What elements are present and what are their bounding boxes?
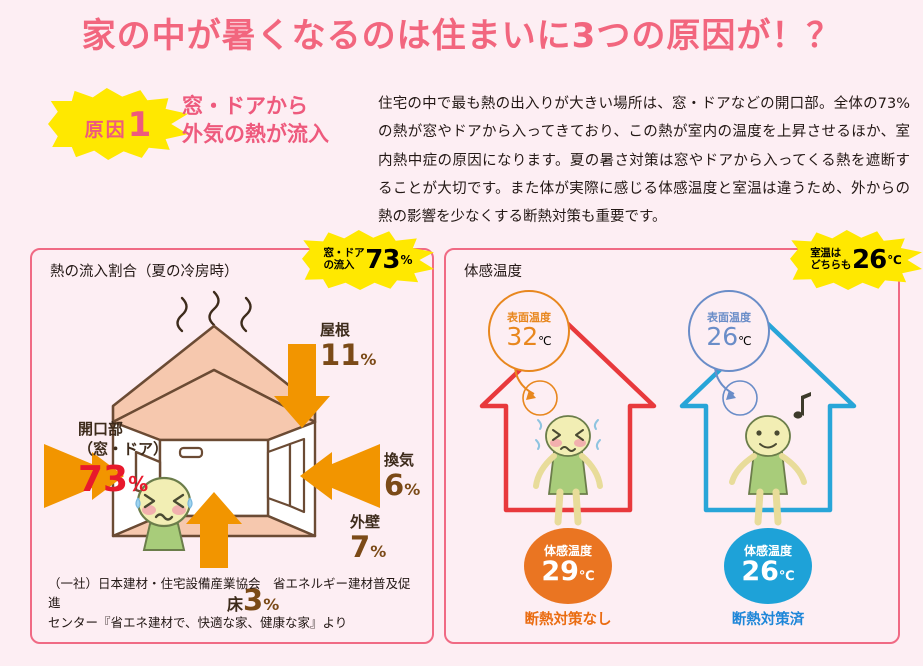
perceived-temp-badge-insulated: 体感温度 26℃ (724, 528, 812, 604)
burst-b-line1: 室温は (810, 247, 841, 260)
cause-subtitle: 窓・ドアから 外気の熱が流入 (182, 92, 382, 149)
page-title: 家の中が暑くなるのは住まいに3つの原因が！？ (81, 16, 842, 56)
surface-temp-bubble-insulated: 表面温度 26℃ (688, 290, 770, 372)
surface-temp-unit: ℃ (538, 333, 552, 348)
crying-child-figure (135, 476, 193, 551)
label-exterior-wall-value: 7 (350, 530, 371, 565)
burst-a-line2: の流入 (323, 259, 355, 271)
caption-insulated: 断熱対策済 (731, 612, 805, 628)
arrow-floor-up-icon (186, 492, 242, 568)
burst-b-unit: ℃ (887, 253, 902, 267)
label-exterior-wall: 外壁 7% (350, 513, 387, 565)
cause-badge-word: 原因 (84, 119, 127, 141)
cause-subtitle-line1: 窓・ドアから (182, 94, 308, 118)
label-ventilation-name: 換気 (384, 451, 415, 469)
left-panel-title: 熱の流入割合（夏の冷房時） (50, 264, 239, 280)
perceived-temp-label: 体感温度 (543, 544, 592, 559)
label-floor-name: 床 (227, 595, 244, 614)
person-comfortable-figure (729, 392, 811, 526)
burst-a-value: 73 (365, 245, 400, 275)
person-hot-figure (533, 415, 603, 526)
music-note-icon (793, 392, 811, 419)
surface-temp-unit: ℃ (738, 333, 752, 348)
label-floor-value: 3 (243, 583, 264, 617)
source-citation: （一社）日本建材・住宅設備産業協会 省エネルギー建材普及促進 センター『省エネ建… (48, 574, 420, 632)
perceived-temperature-panel: 体感温度 (444, 248, 900, 644)
burst-window-door-inflow: 窓・ドア の流入 73 % (302, 230, 434, 290)
label-ventilation-unit: % (404, 480, 421, 500)
label-exterior-wall-name: 外壁 (350, 513, 381, 531)
perceived-temp-label: 体感温度 (743, 544, 792, 559)
label-roof-unit: % (360, 350, 377, 370)
label-roof-value: 11 (320, 338, 361, 373)
lead-paragraph: 住宅の中で最も熱の出入りが大きい場所は、窓・ドアなどの開口部。全体の73%の熱が… (378, 96, 910, 226)
perceived-temp-value: 29 (541, 556, 579, 588)
house-comparison-insulated: 表面温度 26℃ 体感温度 26℃ 断熱対策済 (668, 284, 868, 628)
house-outline-blue-icon (679, 321, 857, 526)
perceived-temp-unit: ℃ (778, 569, 795, 585)
heat-wave-icon (176, 290, 252, 333)
arrow-roof-down-icon (274, 344, 330, 428)
label-opening-name-line1: 開口部 (78, 420, 124, 438)
label-opening-name-line2: （窓・ドア） (78, 439, 169, 458)
caption-no-insulation: 断熱対策なし (524, 612, 612, 628)
label-roof-name: 屋根 (320, 321, 351, 339)
burst-a-unit: % (400, 253, 413, 267)
label-ventilation-value: 6 (384, 468, 405, 503)
label-exterior-wall-unit: % (370, 542, 387, 562)
source-line-2: センター『省エネ建材で、快適な家、健康な家』より (48, 614, 348, 630)
surface-temp-bubble-no-insulation: 表面温度 32℃ (488, 290, 570, 372)
label-opening-value: 73 (78, 459, 129, 500)
cause-badge-starburst: 原因 1 (48, 88, 188, 160)
label-floor: 床3% (227, 583, 280, 617)
arrow-opening-right-icon (44, 444, 124, 508)
house-comparison-no-insulation: 表面温度 32℃ 体感温度 29℃ 断熱対策なし (468, 284, 668, 628)
right-panel-title: 体感温度 (464, 264, 522, 280)
surface-temp-label: 表面温度 (507, 310, 551, 324)
sweat-drop-icon (535, 419, 601, 450)
burst-room-temperature: 室温は どちらも 26 ℃ (790, 230, 922, 290)
surface-temp-label: 表面温度 (707, 310, 751, 324)
burst-b-value: 26 (852, 245, 887, 275)
arrow-vent-left-icon (300, 444, 380, 508)
surface-temp-value: 32 (506, 321, 539, 351)
heat-inflow-panel: 熱の流入割合（夏の冷房時） (30, 248, 434, 644)
source-line-1: （一社）日本建材・住宅設備産業協会 省エネルギー建材普及促進 (48, 575, 411, 611)
label-ventilation: 換気 6% (384, 451, 421, 503)
perceived-temp-value: 26 (741, 556, 779, 588)
label-opening: 開口部 （窓・ドア） 73% (78, 420, 168, 500)
label-floor-unit: % (263, 595, 280, 614)
burst-a-line1: 窓・ドア (323, 247, 365, 260)
house-cutaway-illustration (44, 290, 380, 568)
perceived-temp-unit: ℃ (578, 569, 595, 585)
label-roof: 屋根 11% (320, 321, 377, 373)
cause-badge-number: 1 (127, 105, 152, 145)
burst-b-line2: どちらも (810, 259, 852, 271)
perceived-temp-badge-no-insulation: 体感温度 29℃ (524, 528, 612, 604)
cause-subtitle-line2: 外気の熱が流入 (182, 122, 329, 147)
label-opening-unit: % (128, 472, 149, 496)
house-heat-diagram: 屋根 11% 換気 6% 外壁 7% 床3% 開口部 （窓・ドア） 73% (32, 284, 432, 617)
surface-temp-value: 26 (706, 321, 739, 351)
house-outline-red-icon (479, 321, 657, 526)
